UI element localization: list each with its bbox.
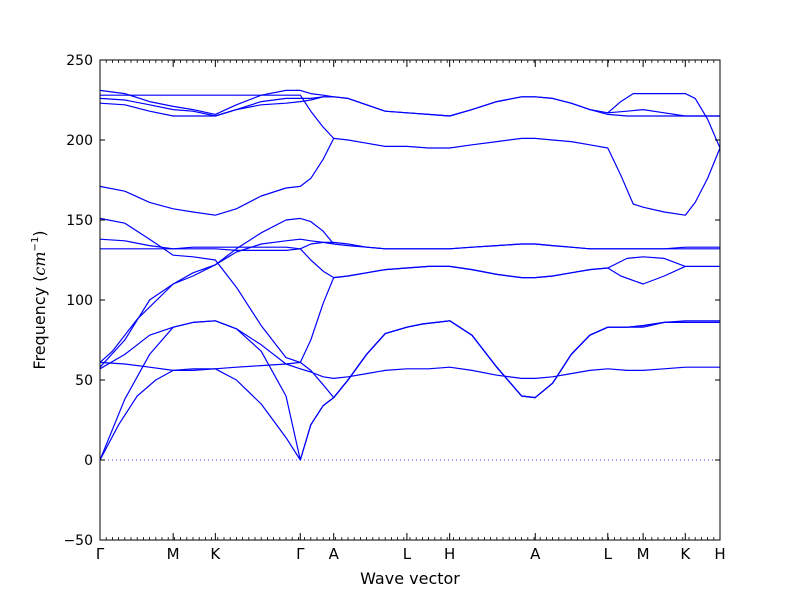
phonon-branch-3 [99,320,720,379]
phonon-branch-11 [99,137,721,216]
x-tick-label: Γ [296,545,305,563]
x-axis-label: Wave vector [360,569,460,588]
phonon-branch-15 [100,94,335,139]
phonon-branch-13 [99,96,720,117]
x-tick-label: L [403,545,412,563]
x-tick-label: K [210,545,221,563]
y-tick-label: 0 [84,453,93,469]
x-tick-label: H [714,545,725,563]
y-tick-label: 150 [66,213,93,229]
phonon-branch-10 [99,217,335,363]
x-tick-label: M [637,545,650,563]
y-axis-label: Frequency (cm−1) [30,230,49,369]
y-tick-label: 200 [66,133,93,149]
plot-area [100,60,720,540]
y-tick-label: 250 [66,53,93,69]
y-axis: −50 0 50 100 150 200 250 [63,53,720,549]
x-tick-label: H [444,545,455,563]
x-tick-label: A [329,545,340,563]
series-layer [99,89,721,461]
y-tick-label: 50 [75,373,93,389]
phonon-branch-14 [99,89,334,116]
phonon-branch-16 [607,92,721,149]
x-tick-label: M [167,545,180,563]
x-tick-label: A [530,545,541,563]
x-tick-label: K [680,545,691,563]
phonon-branch-9 [99,217,608,363]
x-tick-label: Γ [96,545,105,563]
phonon-branch-6 [100,241,720,250]
x-tick-label: L [604,545,613,563]
y-tick-label: −50 [63,533,93,549]
phonon-branch-8 [607,265,686,285]
phonon-branch-4 [99,320,720,399]
y-tick-label: 100 [66,293,93,309]
